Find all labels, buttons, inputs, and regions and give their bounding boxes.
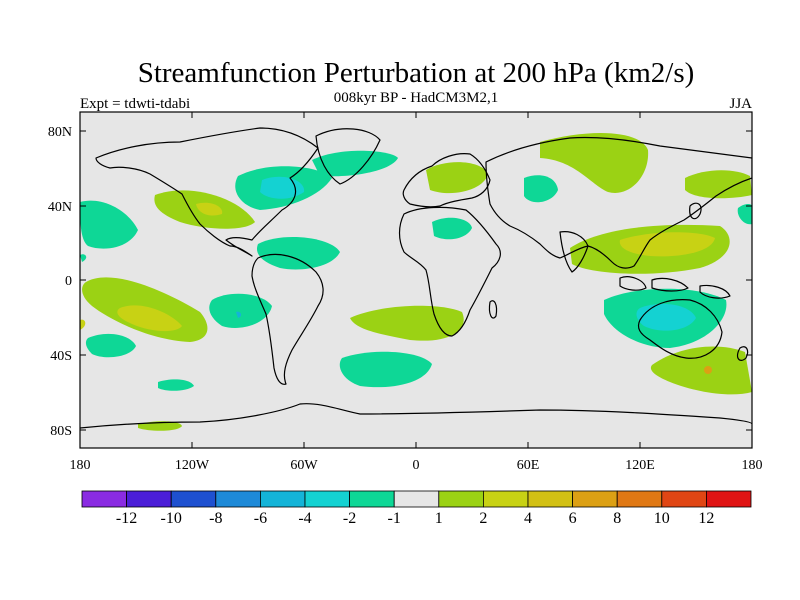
colorbar-label: -6: [254, 510, 267, 527]
lon-tick-label: 180: [70, 458, 91, 473]
colorbar-swatch: [438, 490, 484, 508]
figure-title: Streamfunction Perturbation at 200 hPa (…: [138, 57, 695, 89]
colorbar-swatch: [706, 490, 752, 508]
coastline-asia: [485, 136, 752, 269]
map-panel: 80N 40N 0 40S 80S 180 120W 60W 0 60E 120…: [48, 111, 763, 473]
colorbar-swatch: [259, 490, 306, 508]
colorbar-label: -12: [116, 510, 137, 527]
lon-tick-label: 120W: [175, 458, 210, 473]
anomaly-contour: [236, 311, 242, 318]
anomaly-contour: [196, 202, 223, 216]
anomaly-contour: [636, 303, 696, 331]
colorbar-label: -2: [343, 510, 356, 527]
anomaly-contour: [650, 346, 752, 395]
season-label: JJA: [729, 96, 752, 112]
colorbar-swatch: [527, 490, 573, 508]
colorbar-swatch: [482, 490, 529, 508]
lon-tick-label: 60E: [517, 458, 540, 473]
lon-tick-label: 120E: [625, 458, 655, 473]
anomaly-contour: [704, 366, 712, 374]
lat-tick-label: 80S: [50, 424, 72, 439]
coastline-australia: [637, 299, 723, 359]
lon-tick-label: 60W: [290, 458, 318, 473]
anomaly-contour: [737, 204, 752, 225]
coastline-madagascar: [488, 300, 498, 319]
colorbar-swatch: [661, 490, 707, 508]
anomaly-contour: [117, 305, 182, 332]
colorbar-label: 12: [698, 510, 714, 527]
lat-axis: [80, 130, 752, 431]
anomaly-contour: [312, 150, 398, 177]
colorbar-label: -4: [298, 510, 311, 527]
coastline-india: [559, 231, 589, 273]
anomaly-contour: [350, 305, 464, 341]
experiment-label: Expt = tdwti-tdabi: [80, 96, 190, 112]
lat-tick-label: 0: [65, 274, 72, 289]
colorbar: -12 -10 -8 -6 -4 -2 -1 1 2 4 6 8 10 12: [81, 490, 752, 527]
colorbar-swatch: [215, 490, 261, 508]
coastline-greenland: [315, 128, 381, 185]
colorbar-label: 2: [479, 510, 487, 527]
anomaly-contour: [540, 132, 649, 193]
colorbar-label: 1: [435, 510, 443, 527]
anomaly-contour: [80, 254, 87, 262]
coastline-south-america: [251, 253, 324, 385]
anomaly-contour: [524, 175, 558, 203]
anomaly-contour: [80, 200, 138, 249]
anomaly-contour: [85, 333, 136, 358]
colorbar-label: 8: [613, 510, 621, 527]
colorbar-label: 6: [569, 510, 577, 527]
anomaly-contour: [685, 170, 752, 199]
colorbar-swatch: [616, 490, 663, 508]
anomaly-contour: [339, 351, 432, 388]
lat-tick-label: 80N: [48, 125, 72, 140]
colorbar-swatch: [393, 490, 440, 508]
coastlines: [80, 127, 752, 429]
lon-axis: [79, 112, 753, 448]
coastline-japan: [689, 202, 702, 220]
colorbar-label: 4: [524, 510, 532, 527]
anomaly-contour: [158, 379, 194, 391]
figure-subtitle: 008kyr BP - HadCM3M2,1: [334, 90, 498, 106]
anomaly-contour: [426, 162, 488, 194]
colorbar-swatch: [304, 490, 350, 508]
colorbar-label: -8: [209, 510, 222, 527]
lat-tick-label: 40N: [48, 200, 72, 215]
coastline-indonesia: [619, 276, 731, 299]
coastline-new-zealand: [736, 346, 749, 361]
anomaly-contour: [432, 217, 472, 240]
colorbar-swatch: [349, 490, 395, 508]
colorbar-label: -1: [388, 510, 401, 527]
colorbar-swatch: [572, 490, 618, 508]
anomaly-contour: [209, 293, 272, 328]
lat-tick-label: 40S: [50, 349, 72, 364]
colorbar-label: -10: [161, 510, 182, 527]
coastline-antarctica: [80, 403, 752, 429]
coastline-north-america: [95, 127, 319, 257]
anomaly-contour: [80, 319, 86, 330]
map-background: [80, 112, 752, 448]
lon-tick-label: 180: [742, 458, 763, 473]
colorbar-swatch: [126, 490, 172, 508]
colorbar-label: 10: [654, 510, 670, 527]
coastline-africa: [398, 206, 501, 337]
coastline-europe: [402, 153, 491, 208]
colorbar-swatch: [170, 490, 217, 508]
anomaly-contour: [256, 237, 340, 270]
lon-tick-label: 0: [413, 458, 420, 473]
colorbar-swatch: [81, 490, 127, 508]
